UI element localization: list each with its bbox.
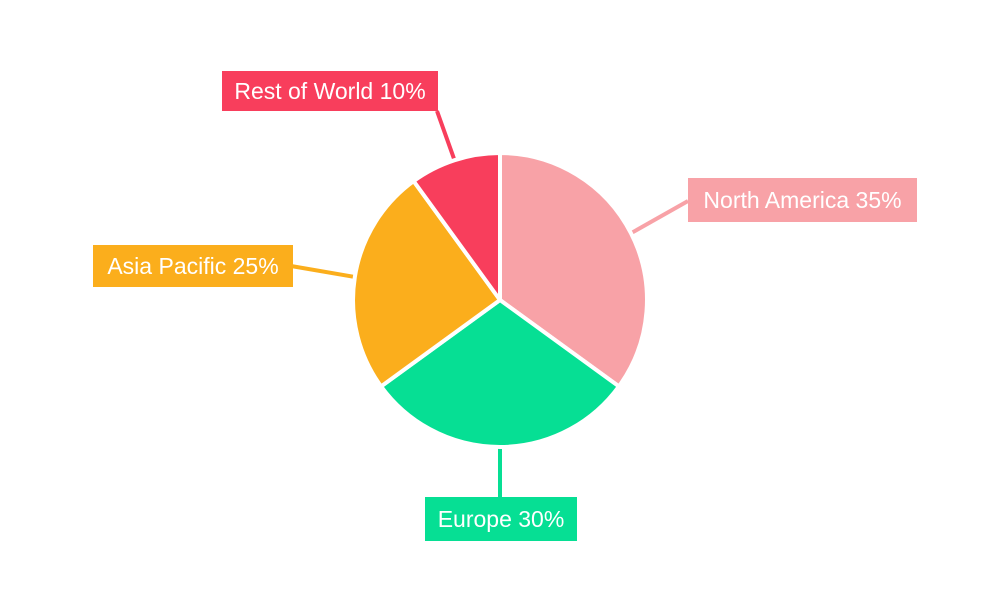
pie-slice-europe — [379, 298, 621, 449]
leader-line-rest-of-world — [435, 110, 458, 163]
pie-slice-rest-of-world — [411, 151, 502, 302]
pie-label-asia-pacific: Asia Pacific 25% — [93, 245, 293, 287]
pie-slice-north-america — [498, 151, 649, 389]
pie-slice-asia-pacific — [351, 179, 502, 389]
leader-line-asia-pacific — [290, 264, 358, 280]
pie-label-rest-of-world: Rest of World 10% — [222, 71, 438, 111]
leader-line-north-america — [628, 199, 689, 236]
pie-label-europe: Europe 30% — [425, 497, 577, 541]
pie-label-north-america: North America 35% — [688, 178, 917, 222]
